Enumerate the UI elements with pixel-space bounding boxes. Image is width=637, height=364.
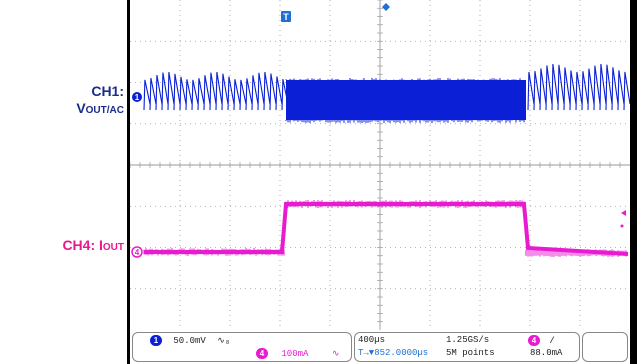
ch1-label-sub: OUT/AC	[86, 105, 124, 116]
record-length: 5M points	[446, 348, 495, 358]
ch1-ground-marker[interactable]: 1	[132, 92, 142, 102]
trigger-diamond-icon	[382, 3, 390, 11]
ch1-label-main: CH1:	[0, 83, 124, 100]
ch1-badge: 1	[150, 335, 162, 346]
waveform-screen[interactable]: T 1 4	[130, 0, 630, 330]
trigger-level-arrow-icon[interactable]	[621, 210, 626, 216]
status-bar: 1 50.0mV ∿₈ 4 100mA ∿ 400µs T→▼852.0000µ…	[130, 330, 630, 364]
trigger-position-marker[interactable]: T	[281, 11, 291, 22]
ch1-coupling: ∿₈	[217, 336, 230, 346]
trigger-level-dot	[621, 225, 624, 228]
ch1-waveform	[144, 64, 630, 123]
ch1-side-label: CH1: VOUT/AC	[0, 83, 124, 119]
graticule	[130, 0, 630, 330]
ch4-label-sub: OUT	[103, 242, 124, 253]
trigger-marker-label: T	[283, 12, 289, 22]
trigger-badge: 4	[528, 335, 540, 346]
ch1-settings[interactable]: 1 50.0mV ∿₈	[150, 335, 230, 346]
trigger-slope-icon: /	[549, 336, 554, 346]
ch4-marker-label: 4	[135, 248, 140, 257]
trigger-level[interactable]: 88.0mA	[530, 348, 562, 358]
trigger-source[interactable]: 4 /	[528, 335, 555, 346]
extra-settings-box[interactable]	[582, 332, 628, 362]
ch4-ground-marker[interactable]: 4	[132, 247, 142, 257]
timebase[interactable]: 400µs	[358, 335, 385, 345]
trigger-position[interactable]: T→▼852.0000µs	[358, 348, 428, 358]
ch1-scale: 50.0mV	[173, 336, 205, 346]
sample-rate: 1.25GS/s	[446, 335, 489, 345]
ch4-badge: 4	[256, 348, 268, 359]
ch4-waveform	[144, 200, 628, 257]
ch4-scale: 100mA	[281, 349, 308, 359]
ch1-label-v: V	[76, 100, 85, 116]
ch4-label-main: CH4: I	[62, 237, 102, 253]
ch4-settings[interactable]: 4 100mA ∿	[256, 348, 339, 359]
ch1-marker-label: 1	[135, 93, 140, 102]
oscilloscope-display: T 1 4 1 50.0mV ∿₈ 4	[127, 0, 637, 364]
waveform-canvas: T 1 4	[130, 0, 630, 330]
ch4-coupling: ∿	[332, 349, 340, 359]
ch4-side-label: CH4: IOUT	[0, 237, 124, 256]
